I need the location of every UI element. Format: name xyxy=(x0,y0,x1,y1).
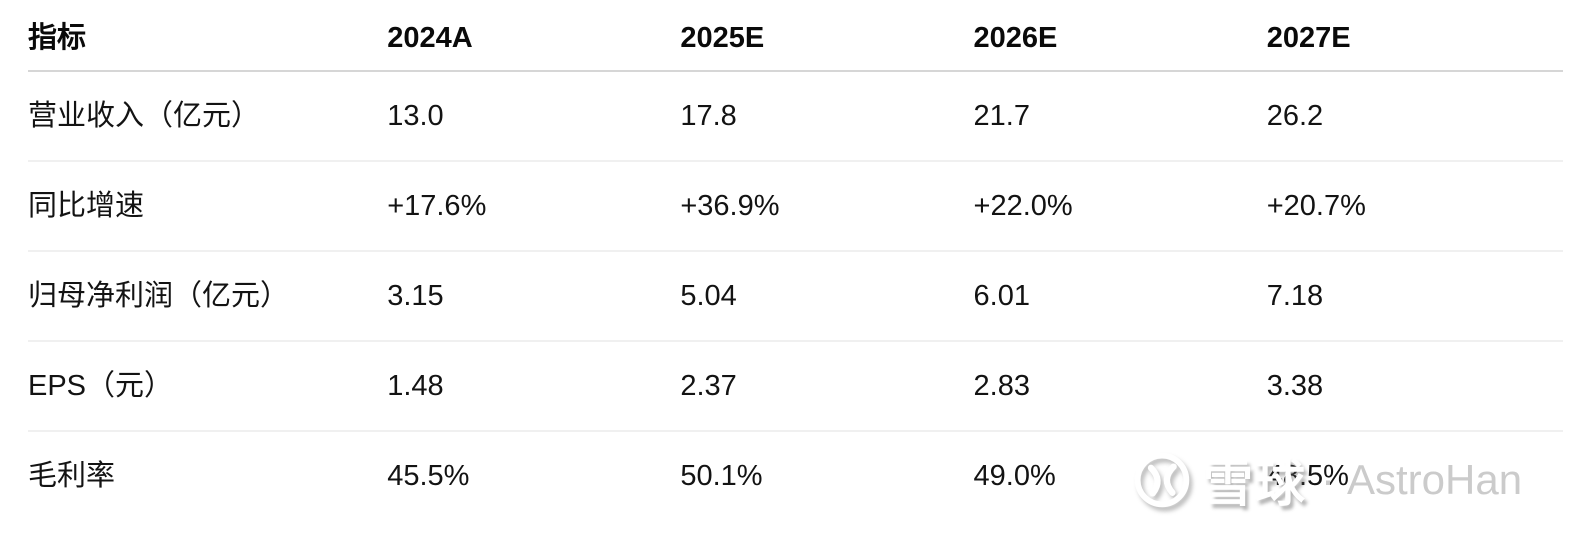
cell-value: 6.01 xyxy=(973,251,1267,342)
cell-value: +17.6% xyxy=(387,161,681,252)
table-row-gross-margin: 毛利率 45.5% 50.1% 49.0% 48.5% xyxy=(28,431,1563,520)
cell-value: 50.1% xyxy=(680,460,763,492)
cell-value: 3.38 xyxy=(1266,341,1563,432)
cell-value: 7.18 xyxy=(1266,251,1563,342)
column-header-2025e: 2025E xyxy=(680,0,974,72)
row-label: 毛利率 xyxy=(28,460,116,492)
cell-value: 3.15 xyxy=(387,251,681,342)
table-row-eps: EPS（元） 1.48 2.37 2.83 3.38 xyxy=(28,341,1563,432)
cell-value: +20.7% xyxy=(1266,161,1563,252)
table-row-yoy-growth: 同比增速 +17.6% +36.9% +22.0% +20.7% xyxy=(28,161,1563,252)
row-label: EPS（元） xyxy=(28,341,388,432)
header-row: 指标 2024A 2025E 2026E 2027E xyxy=(28,0,1563,72)
cell-value: 13.0 xyxy=(387,71,681,162)
column-header-2027e: 2027E xyxy=(1266,0,1563,72)
column-header-indicator: 指标 xyxy=(28,0,388,72)
cell-value: 5.04 xyxy=(680,251,974,342)
financial-estimates-table: 指标 2024A 2025E 2026E 2027E 营业收入（亿元） 13.0… xyxy=(28,0,1563,520)
table-row-revenue: 营业收入（亿元） 13.0 17.8 21.7 26.2 xyxy=(28,71,1563,162)
cell-value: 1.48 xyxy=(387,341,681,432)
cell-value: 2.37 xyxy=(680,341,974,432)
table-row-net-profit: 归母净利润（亿元） 3.15 5.04 6.01 7.18 xyxy=(28,251,1563,342)
cell-value: 45.5% xyxy=(387,460,470,492)
cell-value: +22.0% xyxy=(973,161,1267,252)
column-header-2026e: 2026E xyxy=(973,0,1267,72)
cell-value: 17.8 xyxy=(680,71,974,162)
cell-value: 48.5% xyxy=(1266,460,1349,492)
cell-value: 49.0% xyxy=(973,460,1056,492)
cell-value: 2.83 xyxy=(973,341,1267,432)
row-label: 同比增速 xyxy=(28,161,388,252)
row-label: 营业收入（亿元） xyxy=(28,71,388,162)
cell-value: 21.7 xyxy=(973,71,1267,162)
estimates-table-container: 指标 2024A 2025E 2026E 2027E 营业收入（亿元） 13.0… xyxy=(28,0,1563,520)
column-header-2024a: 2024A xyxy=(387,0,681,72)
row-label: 归母净利润（亿元） xyxy=(28,251,388,342)
cell-value: +36.9% xyxy=(680,161,974,252)
cell-value: 26.2 xyxy=(1266,71,1563,162)
